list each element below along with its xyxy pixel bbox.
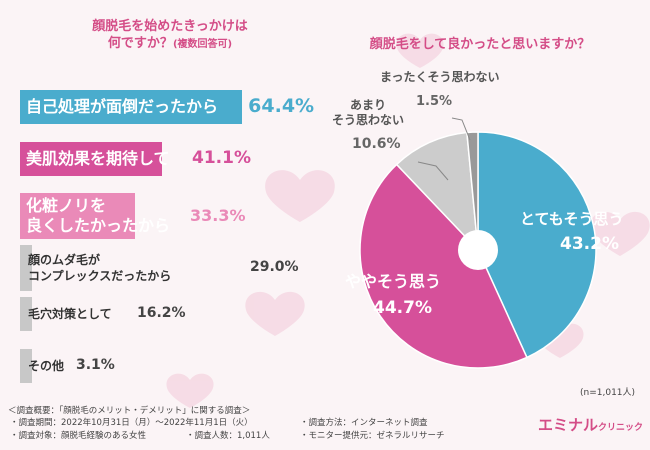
bar-value-5: 3.1% [76,356,115,373]
bar-label-1-line-0: 美肌効果を期待して [26,149,170,168]
bar-label-4: 毛穴対策として [28,306,112,322]
pie-label-2: あまり そう思わない [332,98,404,128]
bar-label-2-line-1: 良くしたかったから [26,216,171,235]
bar-1 [20,142,162,176]
bar-label-2: 化粧ノリを 良くしたかったから [26,196,170,236]
survey-method: ・調査方法：インターネット調査 [300,418,428,428]
bar-label-4-line-0: 毛穴対策として [28,307,112,321]
bar-0 [20,90,243,124]
heart-decor-2 [245,291,305,336]
pie-value-2: 10.6% [352,136,401,152]
bar-label-2-line-0: 化粧ノリを [26,196,107,215]
pie-value-3: 1.5% [416,94,453,109]
pie-label-2-line-1: そう思わない [332,113,405,127]
heart-decor-5 [396,33,444,68]
logo-name: エミナル [538,416,599,434]
bar-2 [20,193,135,239]
left-title-line2: 何ですか？ [107,36,173,51]
bar-value-4: 16.2% [137,304,186,321]
bar-value-3: 29.0% [250,258,299,275]
survey-period: ・調査期間：2022年10月31日（月）～2022年11月1日（火） [10,418,253,428]
heart-decor-4 [590,211,650,256]
pie-label-3: まったくそう思わない [380,70,500,85]
heart-decor-1 [265,170,335,222]
heart-decor-3 [166,373,214,408]
pie-label-3-line-0: まったくそう思わない [380,70,500,84]
bar-label-5-line-0: その他 [28,359,65,373]
pie-value-1: 44.7% [373,298,432,318]
bar-3 [20,245,32,291]
right-chart-title: 顔脱毛をして良かったと思いますか？ [369,37,591,52]
pie-slice-0 [477,131,597,359]
pie-value-0: 43.2% [560,234,619,254]
bar-label-3: 顔のムダ毛がコンプレックスだったから [28,252,171,284]
left-chart-title: 顔脱毛を始めたきっかけは 何ですか？(複数回答可) [40,18,300,53]
left-title-line1: 顔脱毛を始めたきっかけは [92,19,248,34]
pie-label-0: とてもそう思う [520,210,624,228]
pie-leader-line-1 [451,117,471,141]
pie-label-0-line-0: とてもそう思う [520,210,624,228]
bar-5 [20,349,32,383]
survey-target: ・調査対象：顔脱毛経験のある女性 [10,431,147,441]
pie-label-2-line-0: あまり [350,98,387,112]
bar-4 [20,297,32,331]
bar-label-5: その他 [28,358,64,374]
bar-label-1: 美肌効果を期待して [26,149,170,169]
pie-slice-2 [395,131,479,253]
pie-label-1: ややそう思う [345,272,441,291]
left-title-note: (複数回答可) [172,39,233,50]
bar-label-3-line-0: 顔のムダ毛が [28,253,101,267]
bar-label-0: 自己処理が面倒だったから [26,97,218,117]
bar-label-3-line-1: コンプレックスだったから [28,269,172,283]
pie-center-hole [458,230,498,270]
pie-leader-line-0 [417,161,449,181]
survey-provider: ・モニター提供元：ゼネラルリサーチ [300,431,445,441]
clinic-logo: エミナルクリニック [538,414,643,435]
bar-value-2: 33.3% [190,205,246,225]
bar-value-1: 41.1% [192,147,251,168]
sample-size: (n=1,011人) [580,388,636,398]
pie-label-1-line-0: ややそう思う [345,272,442,291]
survey-heading: ＜調査概要：「顔脱毛のメリット・デメリット」に関する調査＞ [8,406,251,416]
pie-slice-1 [359,163,528,369]
bar-label-0-line-0: 自己処理が面倒だったから [26,97,219,116]
bar-value-0: 64.4% [248,94,315,117]
survey-count: ・調査人数：1,011人 [186,431,270,441]
logo-sub: クリニック [598,423,644,433]
